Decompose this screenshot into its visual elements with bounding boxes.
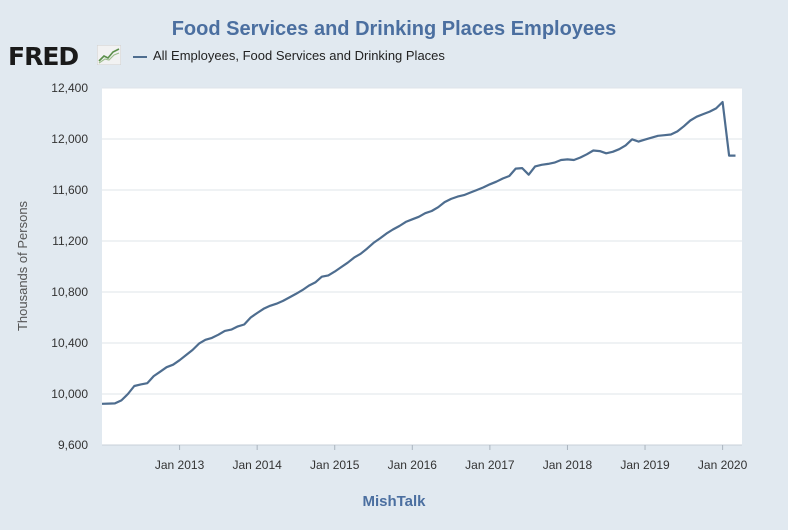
chart-title: Food Services and Drinking Places Employ…	[171, 18, 617, 40]
x-tick-label: Jan 2019	[620, 458, 670, 472]
y-tick-label: 9,600	[58, 438, 88, 452]
y-tick-label: 10,000	[51, 387, 88, 401]
fred-logo-chart-icon	[97, 45, 121, 65]
x-tick-label: Jan 2020	[698, 458, 748, 472]
series-layer	[101, 100, 736, 405]
gridlines	[102, 87, 742, 395]
plot-area	[102, 88, 742, 445]
x-axis: Jan 2013 Jan 2014 Jan 2015 Jan 2016 Jan 2017…	[102, 444, 748, 472]
legend-swatch	[133, 55, 147, 58]
y-tick-label: 10,800	[51, 285, 88, 299]
x-tick-label: Jan 2016	[388, 458, 438, 472]
fred-logo[interactable]: FRED	[8, 42, 79, 71]
series-line[interactable]	[101, 100, 736, 405]
x-tick-label: Jan 2018	[543, 458, 593, 472]
x-tick-label: Jan 2013	[155, 458, 205, 472]
y-tick-label: 10,400	[51, 336, 88, 350]
y-tick-label: 12,000	[51, 132, 88, 146]
legend-label: All Employees, Food Services and Drinkin…	[153, 48, 445, 63]
x-tick-label: Jan 2014	[232, 458, 282, 472]
x-tick-label: Jan 2015	[310, 458, 360, 472]
x-tick-label: Jan 2017	[465, 458, 515, 472]
y-axis: 9,600 10,000 10,400 10,800 11,200 11,600 12,00…	[51, 81, 88, 452]
y-tick-label: 11,200	[52, 234, 88, 248]
legend[interactable]: All Employees, Food Services and Drinkin…	[133, 48, 445, 63]
y-tick-label: 11,600	[52, 183, 88, 197]
footer-source: MishTalk	[362, 493, 426, 510]
y-tick-label: 12,400	[51, 81, 88, 95]
y-axis-label: Thousands of Persons	[15, 200, 30, 331]
